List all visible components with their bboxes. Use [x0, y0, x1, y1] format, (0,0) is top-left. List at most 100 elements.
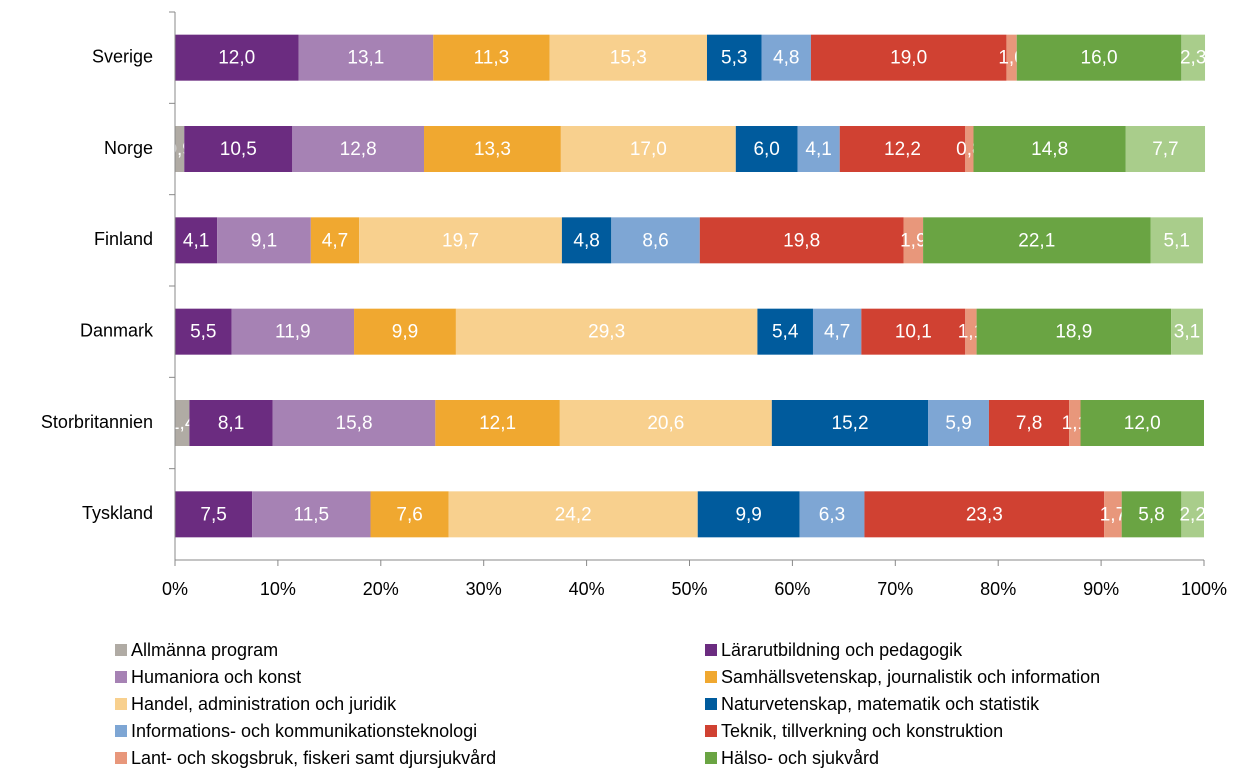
legend-swatch: [705, 671, 717, 683]
bar-segment: [561, 217, 612, 264]
data-label: 12,8: [340, 139, 377, 160]
x-tick-label: 20%: [363, 579, 399, 599]
data-label: 14,8: [1031, 139, 1068, 160]
data-label: 22,1: [1018, 230, 1055, 251]
bar-segment: [1016, 34, 1182, 81]
x-tick-label: 90%: [1083, 579, 1119, 599]
data-label: 9,9: [392, 322, 418, 343]
legend-swatch: [705, 752, 717, 764]
data-label: 4,8: [773, 48, 799, 69]
data-label: 15,3: [610, 48, 647, 69]
bar-segment: [175, 217, 218, 264]
bar-segment: [797, 126, 840, 172]
data-label: 5,3: [721, 48, 747, 69]
bar-segment: [298, 34, 434, 81]
data-label: 24,2: [555, 504, 592, 525]
bar-segment: [812, 308, 862, 355]
bar-segment: [761, 34, 811, 81]
y-tick-label: Sverige: [92, 46, 153, 66]
data-label: 29,3: [588, 322, 625, 343]
legend-swatch: [115, 644, 127, 656]
data-label: 7,8: [1016, 413, 1042, 434]
data-label: 12,0: [218, 48, 255, 69]
data-label: 9,9: [735, 504, 761, 525]
data-label: 3,1: [1174, 322, 1200, 343]
data-label: 5,1: [1164, 230, 1190, 251]
bar-segment: [928, 400, 989, 446]
x-tick-label: 50%: [671, 579, 707, 599]
bar-segment: [175, 308, 232, 355]
bar-segment: [1150, 217, 1203, 264]
bar-segment: [1171, 308, 1203, 355]
bar-segment: [923, 217, 1151, 264]
bar-segment: [560, 126, 736, 172]
data-label: 17,0: [630, 139, 667, 160]
bar-segment: [976, 308, 1172, 355]
bar-segment: [965, 126, 974, 172]
data-label: 2,3: [1180, 48, 1206, 69]
y-tick-label: Finland: [94, 229, 153, 249]
data-label: 12,0: [1124, 413, 1161, 434]
legend-label: Handel, administration och juridik: [131, 694, 397, 714]
bar-segment: [1104, 491, 1122, 538]
data-label: 9,1: [251, 230, 277, 251]
legend-label: Lärarutbildning och pedagogik: [721, 640, 963, 660]
legend-swatch: [115, 671, 127, 683]
data-label: 5,4: [772, 322, 799, 343]
bar-segment: [370, 491, 449, 538]
bar-segment: [1069, 400, 1081, 446]
legend-swatch: [115, 725, 127, 737]
bar-segment: [965, 308, 977, 355]
data-label: 8,1: [218, 413, 244, 434]
bar-segment: [549, 34, 707, 81]
bar-segment: [189, 400, 273, 446]
data-label: 4,1: [805, 139, 831, 160]
bar-segment: [433, 34, 550, 81]
data-label: 7,5: [200, 504, 226, 525]
bar-segment: [559, 400, 772, 446]
bar-segment: [272, 400, 436, 446]
x-tick-label: 0%: [162, 579, 188, 599]
data-label: 13,1: [347, 48, 384, 69]
legend-swatch: [115, 752, 127, 764]
legend-swatch: [705, 698, 717, 710]
bar-segment: [1080, 400, 1204, 446]
x-tick-label: 100%: [1181, 579, 1227, 599]
legend-label: Informations- och kommunikationsteknolog…: [131, 721, 477, 741]
y-tick-label: Danmark: [80, 320, 154, 340]
data-label: 10,1: [895, 322, 932, 343]
legend-label: Allmänna program: [131, 640, 278, 660]
data-label: 5,9: [945, 413, 971, 434]
bar-segment: [1121, 491, 1182, 538]
legend-label: Naturvetenskap, matematik och statistik: [721, 694, 1040, 714]
bar-segment: [611, 217, 700, 264]
bar-segment: [735, 126, 798, 172]
data-label: 1,9: [900, 230, 926, 251]
bar-segment: [973, 126, 1126, 172]
legend-label: Humaniora och konst: [131, 667, 301, 687]
y-tick-label: Norge: [104, 138, 153, 158]
bar-segment: [175, 400, 190, 446]
bar-segment: [757, 308, 813, 355]
bar-segment: [435, 400, 560, 446]
data-label: 4,7: [322, 230, 348, 251]
data-label: 5,5: [190, 322, 216, 343]
data-label: 6,0: [753, 139, 779, 160]
bar-segment: [1006, 34, 1017, 81]
bar-segment: [988, 400, 1070, 446]
data-label: 1,4: [169, 413, 196, 434]
data-label: 12,1: [479, 413, 516, 434]
x-tick-label: 80%: [980, 579, 1016, 599]
bar-segment: [706, 34, 762, 81]
data-label: 15,8: [336, 413, 373, 434]
data-label: 11,5: [294, 504, 330, 525]
data-label: 4,7: [824, 322, 850, 343]
bar-segment: [231, 308, 355, 355]
data-label: 19,8: [783, 230, 820, 251]
bar-segment: [699, 217, 904, 264]
bar-segment: [175, 126, 185, 172]
bar-segment: [252, 491, 371, 538]
data-label: 4,8: [573, 230, 599, 251]
data-label: 18,9: [1055, 322, 1092, 343]
